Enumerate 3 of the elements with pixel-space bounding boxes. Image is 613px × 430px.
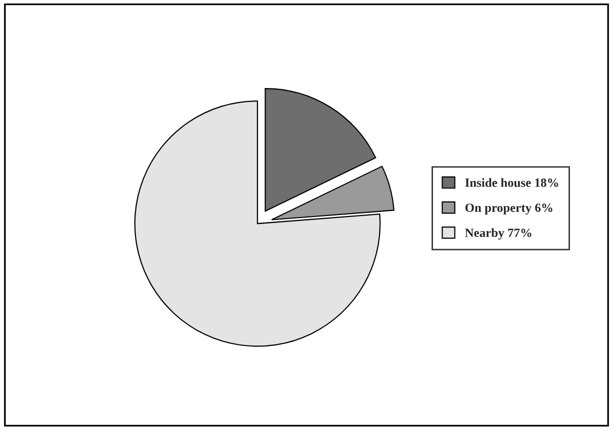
legend-label: Inside house 18% [465, 178, 558, 187]
legend-label: Nearby 77% [465, 228, 532, 240]
legend-label: On property 6% [465, 204, 552, 215]
